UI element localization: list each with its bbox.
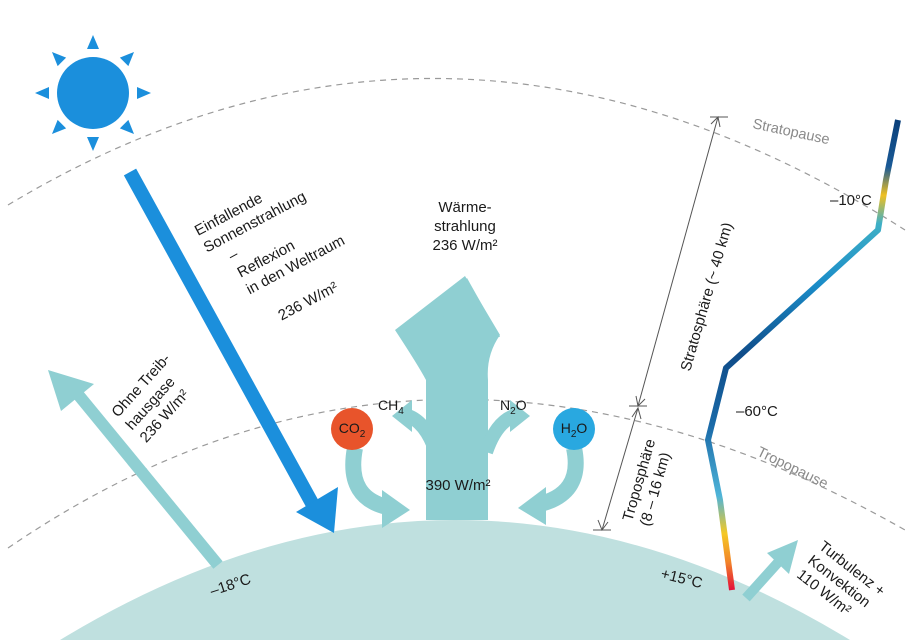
h2o-label: H2O <box>561 420 588 440</box>
svg-text:strahlung: strahlung <box>434 218 496 235</box>
troposphere-span <box>593 406 642 532</box>
convection-arrow <box>742 540 798 602</box>
convection-label: Turbulenz + Konvektion 110 W/m² <box>793 538 888 619</box>
sun-icon <box>35 35 151 151</box>
svg-text:236 W/m²: 236 W/m² <box>275 279 340 325</box>
troposphere-label: Troposphäre (8 – 16 km) <box>620 437 675 528</box>
temp-minus60: –60°C <box>736 403 778 420</box>
svg-text:Wärme-: Wärme- <box>438 199 491 216</box>
ch4-branch-head <box>392 400 412 432</box>
earth-surface <box>60 520 850 640</box>
co2-circle <box>331 408 373 450</box>
svg-text:236 W/m²: 236 W/m² <box>432 237 497 254</box>
stratosphere-span <box>629 115 728 408</box>
temp-minus10: –10°C <box>830 192 872 209</box>
no-greenhouse-arrow <box>48 370 223 569</box>
stratopause-label: Stratopause <box>751 116 831 148</box>
svg-text:–: – <box>226 245 242 264</box>
no-greenhouse-label: Ohne Treib- hausgase 236 W/m² <box>108 350 192 446</box>
solar-radiation-label: Einfallende Sonnenstrahlung – Reflexion … <box>192 188 348 325</box>
tropopause-label: Tropopause <box>754 444 830 492</box>
ch4-label: CH4 <box>378 397 404 417</box>
surface-radiation-value: 390 W/m² <box>425 477 490 494</box>
stratopause-line <box>7 77 906 231</box>
h2o-circle <box>553 408 595 450</box>
co2-back-arrow-head <box>382 490 410 528</box>
co2-label: CO2 <box>339 420 366 440</box>
heat-radiation-arrow-head <box>431 278 500 337</box>
solar-radiation-arrow <box>123 168 338 533</box>
n2o-branch-head <box>510 400 530 432</box>
heat-radiation-label: Wärme- strahlung 236 W/m² <box>432 199 497 254</box>
h2o-back-arrow-head <box>518 487 546 525</box>
temperature-profile <box>705 119 901 591</box>
n2o-label: N2O <box>500 397 527 417</box>
stratosphere-label: Stratosphäre (~ 40 km) <box>678 221 737 374</box>
